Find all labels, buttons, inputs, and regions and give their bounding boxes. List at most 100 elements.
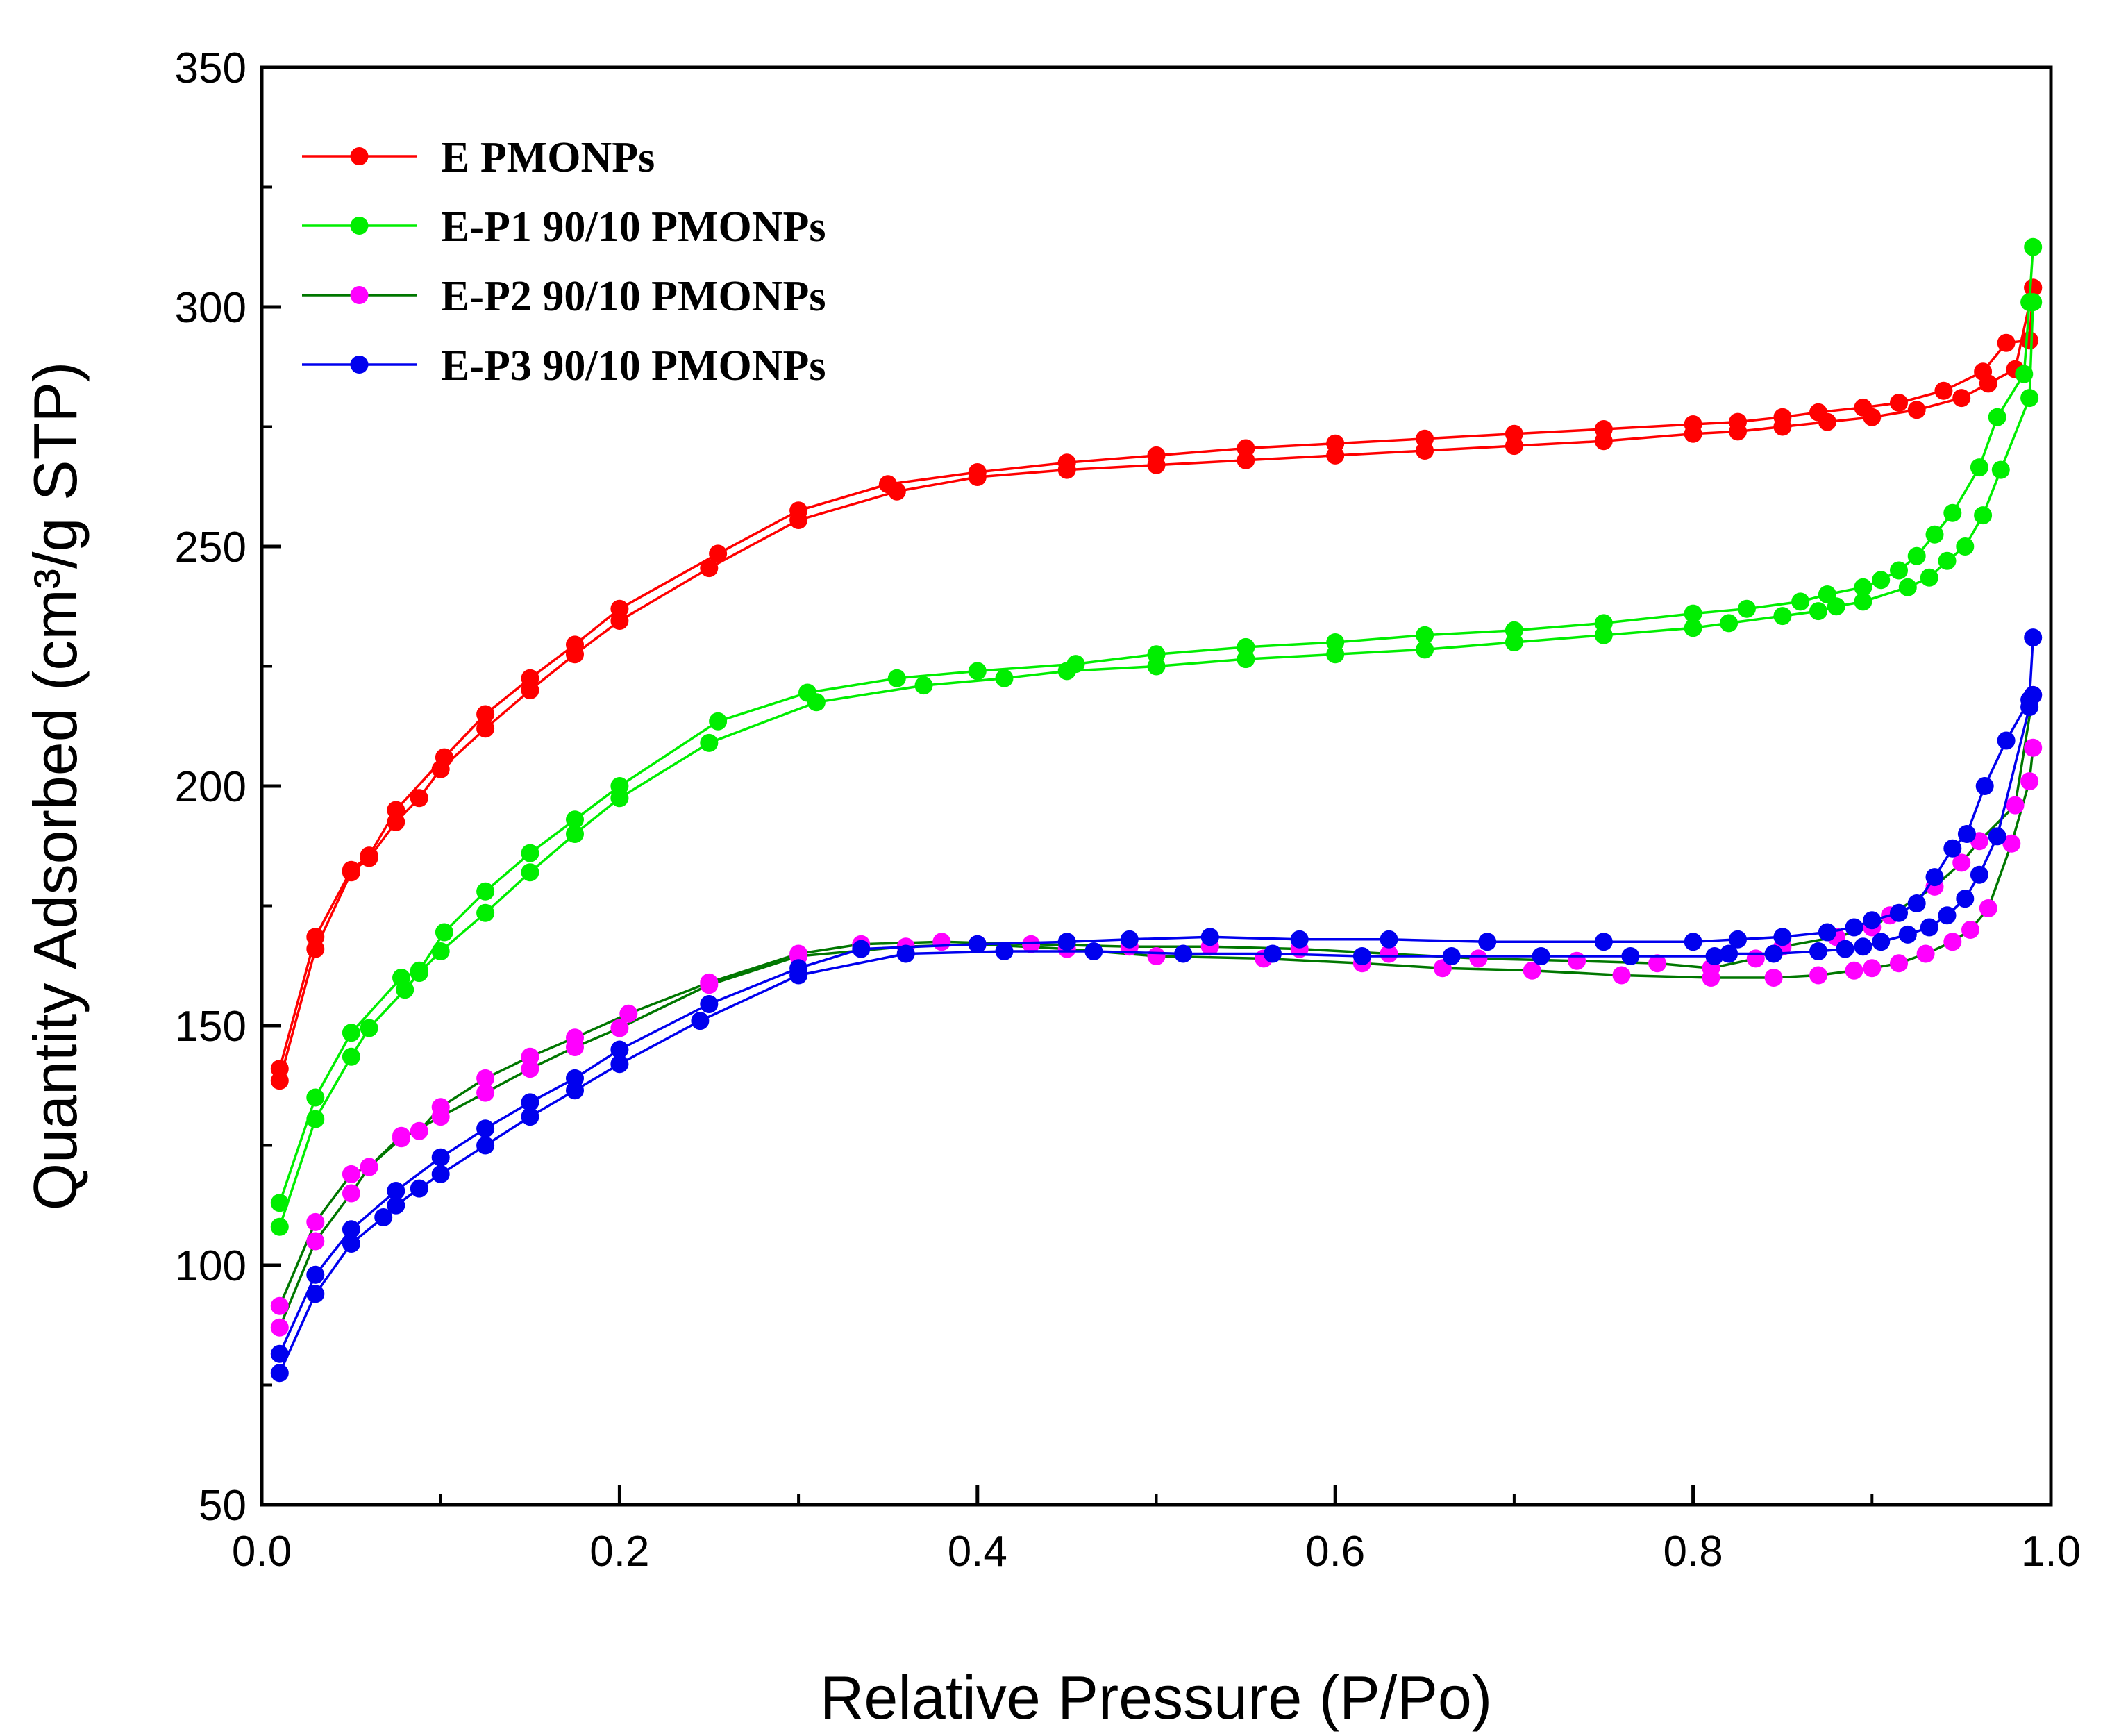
data-point — [342, 860, 360, 879]
data-point — [1057, 453, 1076, 472]
data-point — [1854, 937, 1872, 956]
data-point — [342, 1235, 360, 1253]
data-point — [392, 1126, 410, 1145]
data-point — [306, 1088, 325, 1107]
data-point — [306, 1212, 325, 1231]
data-point — [1920, 918, 1938, 937]
data-point — [2020, 690, 2039, 709]
data-point — [1916, 944, 1935, 963]
data-point — [306, 1285, 325, 1303]
data-point — [1380, 930, 1398, 949]
x-tick-label: 0.4 — [948, 1528, 1007, 1576]
data-point — [1836, 940, 1854, 958]
data-point — [1720, 944, 1738, 963]
series-layer — [270, 237, 2043, 1383]
data-point — [435, 748, 453, 767]
data-point — [2020, 331, 2039, 350]
data-point — [2024, 237, 2043, 256]
data-point — [1416, 640, 1434, 659]
data-point — [1648, 954, 1667, 973]
data-point — [789, 959, 808, 978]
data-point — [887, 669, 906, 687]
legend-entry: E PMONPs — [302, 134, 655, 181]
data-point — [1594, 614, 1613, 633]
data-point — [700, 733, 719, 752]
y-tick-label: 300 — [175, 284, 246, 332]
data-point — [521, 1108, 539, 1126]
data-point — [2002, 834, 2021, 853]
data-point — [1200, 928, 1219, 946]
data-point — [1997, 333, 2016, 352]
data-point — [270, 1344, 289, 1363]
data-point — [431, 942, 450, 960]
data-point — [342, 1165, 360, 1183]
data-point — [431, 1098, 450, 1117]
data-point — [1478, 933, 1497, 951]
data-point — [521, 669, 539, 687]
data-point — [476, 705, 495, 724]
data-point — [1264, 944, 1282, 963]
y-tick-label: 100 — [175, 1242, 246, 1290]
data-point — [1957, 825, 1976, 843]
data-point — [1952, 853, 1971, 872]
data-point — [1568, 951, 1586, 970]
data-point — [1469, 949, 1488, 968]
data-point — [360, 846, 378, 865]
data-point — [1505, 424, 1523, 443]
data-point — [1773, 928, 1792, 946]
data-point — [1809, 942, 1827, 960]
data-point — [610, 599, 629, 618]
data-point — [896, 944, 915, 963]
data-point — [995, 669, 1014, 687]
plot-frame — [260, 65, 2053, 1507]
data-point — [691, 1012, 710, 1030]
data-point — [566, 635, 584, 654]
data-point — [852, 940, 871, 958]
data-point — [709, 712, 728, 731]
data-point — [1729, 412, 1747, 431]
data-point — [1729, 930, 1747, 949]
data-point — [1872, 571, 1891, 590]
data-point — [1809, 403, 1827, 422]
data-point — [1057, 933, 1076, 951]
series-3-adsorption-line — [278, 747, 2034, 1328]
data-point — [410, 1179, 428, 1198]
y-tick-label: 200 — [175, 763, 246, 811]
data-point — [306, 1110, 325, 1128]
data-point — [1237, 637, 1255, 656]
legend-entry: E-P2 90/10 PMONPs — [302, 273, 826, 320]
data-point — [410, 961, 428, 980]
data-point — [1907, 401, 1926, 419]
data-point — [476, 719, 495, 738]
data-point — [360, 1019, 378, 1037]
data-point — [1791, 592, 1810, 611]
data-point — [1975, 777, 1994, 795]
data-point — [1326, 434, 1345, 453]
data-point — [431, 1148, 450, 1167]
data-point — [2024, 278, 2043, 297]
data-point — [1991, 460, 2010, 479]
data-point — [1416, 429, 1434, 448]
data-point — [342, 1184, 360, 1203]
data-point — [1988, 827, 2006, 846]
data-point — [932, 933, 951, 951]
data-point — [306, 1232, 325, 1251]
data-point — [995, 942, 1014, 960]
data-point — [1872, 933, 1891, 951]
data-point — [1022, 935, 1041, 953]
data-point — [1532, 947, 1550, 965]
data-point — [1970, 865, 1988, 884]
data-point — [2020, 293, 2039, 312]
data-point — [968, 935, 987, 953]
data-point — [1956, 537, 1975, 556]
data-point — [1684, 933, 1702, 951]
data-point — [700, 559, 719, 578]
data-point — [1705, 947, 1724, 965]
data-point — [1938, 551, 1957, 570]
series-3-desorption-line — [278, 694, 2034, 1307]
data-point — [1684, 415, 1702, 433]
data-point — [270, 1194, 289, 1212]
data-point — [410, 1121, 428, 1140]
data-point — [306, 1265, 325, 1284]
